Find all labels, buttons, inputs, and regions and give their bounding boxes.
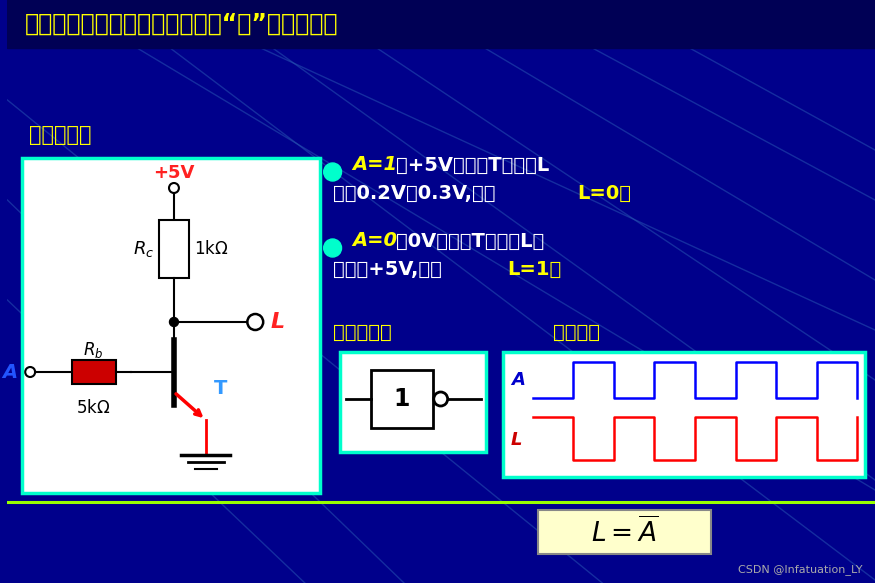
Text: $L = \overline{A}$: $L = \overline{A}$ [592, 517, 658, 547]
Bar [159, 220, 189, 278]
Text: 5k$\Omega$: 5k$\Omega$ [76, 399, 111, 417]
Text: 定义：输入与输出信号状态满足“非”逻辑关系。: 定义：输入与输出信号状态满足“非”逻辑关系。 [25, 12, 339, 36]
Bar [371, 370, 433, 428]
Text: $R_b$: $R_b$ [83, 340, 104, 360]
Bar [538, 510, 711, 554]
Text: L: L [511, 431, 522, 449]
Text: 输出0.2V～0.3V,即：: 输出0.2V～0.3V,即： [332, 184, 495, 202]
Text: A: A [2, 363, 18, 381]
Text: CSDN @Infatuation_LY: CSDN @Infatuation_LY [738, 564, 862, 575]
Bar [22, 158, 319, 493]
Bar [72, 360, 116, 384]
Text: L=0；: L=0； [578, 184, 632, 202]
Text: +5V: +5V [153, 164, 194, 182]
Text: 出近似+5V,即：: 出近似+5V,即： [332, 259, 442, 279]
Bar [7, 0, 875, 48]
Text: T: T [214, 378, 227, 398]
Text: 1k$\Omega$: 1k$\Omega$ [193, 240, 228, 258]
Text: 非门电路：: 非门电路： [29, 125, 92, 145]
Text: 波形图：: 波形图： [553, 322, 599, 342]
Circle shape [324, 163, 341, 181]
Text: A=0: A=0 [353, 231, 397, 251]
Circle shape [170, 318, 178, 326]
Text: 逻辑符号：: 逻辑符号： [332, 322, 391, 342]
Text: A: A [511, 371, 525, 389]
Text: $R_c$: $R_c$ [133, 239, 154, 259]
Bar [340, 352, 486, 452]
Text: （0V）时，T截止，L输: （0V）时，T截止，L输 [396, 231, 544, 251]
Text: （+5V）时，T导通，L: （+5V）时，T导通，L [396, 156, 550, 174]
Text: L: L [270, 312, 284, 332]
Text: A=1: A=1 [353, 156, 397, 174]
Text: L=1；: L=1； [507, 259, 562, 279]
Circle shape [324, 239, 341, 257]
Bar [503, 352, 865, 477]
Text: 1: 1 [394, 387, 410, 411]
